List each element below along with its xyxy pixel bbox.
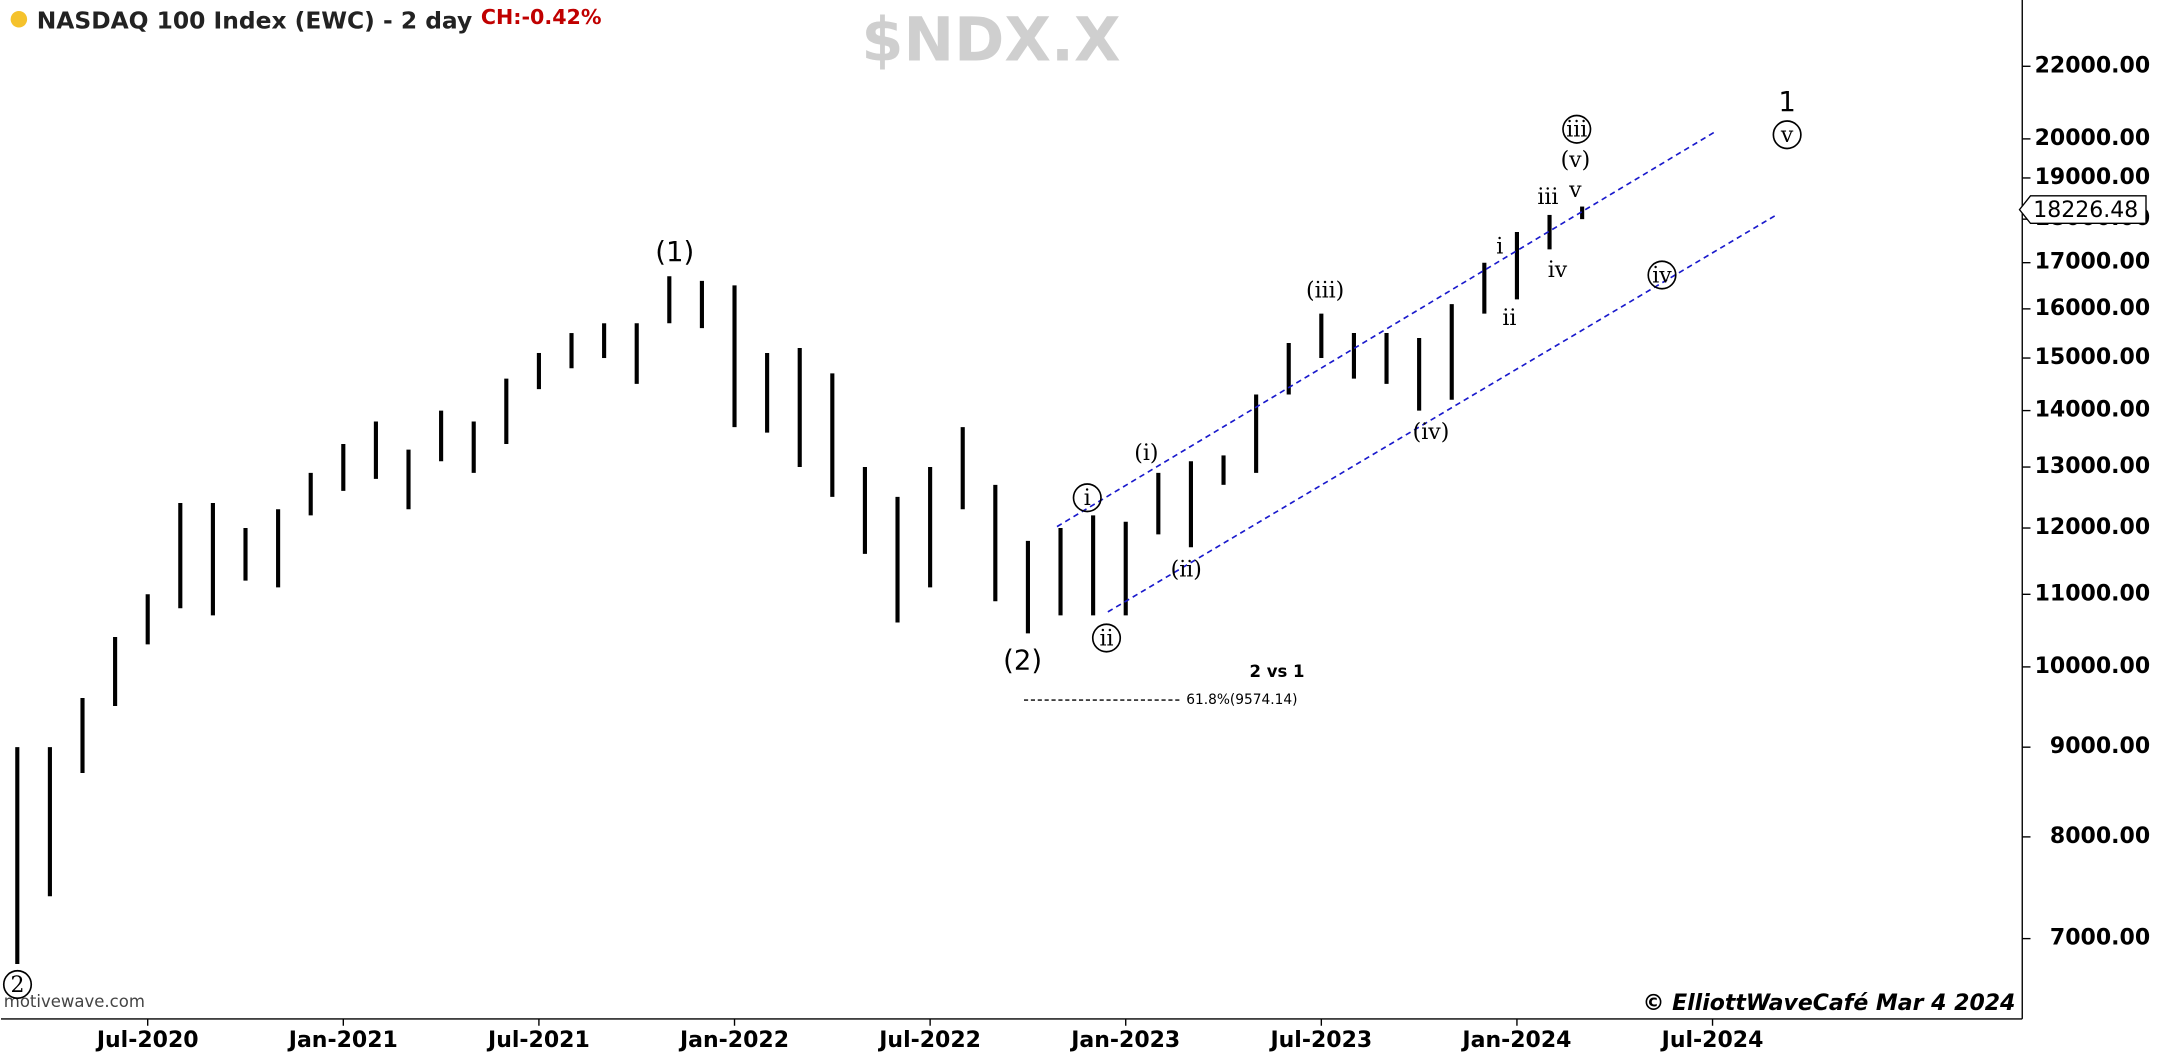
y-tick-label: 10000.00 bbox=[2035, 654, 2151, 679]
y-tick-label: 17000.00 bbox=[2035, 250, 2151, 275]
y-tick-label: 20000.00 bbox=[2035, 126, 2151, 151]
wave-label: ii bbox=[1099, 626, 1113, 651]
wave-label: (v) bbox=[1561, 148, 1591, 173]
y-tick-label: 12000.00 bbox=[2035, 515, 2151, 540]
x-tick-label: Jan-2021 bbox=[287, 1028, 398, 1053]
y-tick-label: 7000.00 bbox=[2050, 926, 2150, 951]
x-tick-label: Jul-2022 bbox=[877, 1028, 981, 1053]
last-price-box bbox=[2018, 195, 2147, 225]
wave-label: (iii) bbox=[1306, 279, 1344, 304]
wave-circle bbox=[1772, 120, 1802, 150]
wave-label: (i) bbox=[1134, 441, 1158, 466]
y-tick-label: 9000.00 bbox=[2050, 734, 2150, 759]
x-tick-label: Jan-2024 bbox=[1460, 1028, 1571, 1053]
x-tick-label: Jan-2023 bbox=[1069, 1028, 1180, 1053]
y-tick-label: 22000.00 bbox=[2035, 53, 2151, 78]
wave-circle bbox=[1562, 114, 1592, 144]
wave-label: ii bbox=[1502, 306, 1516, 331]
x-tick-label: Jul-2021 bbox=[486, 1028, 590, 1053]
x-tick-label: Jul-2020 bbox=[95, 1028, 199, 1053]
wave-label: iv bbox=[1548, 258, 1568, 283]
wave-circle bbox=[2, 969, 33, 1000]
credit-label: © ElliottWaveCafé Mar 4 2024 bbox=[1642, 991, 2015, 1016]
wave-label: iii bbox=[1537, 185, 1558, 210]
channel-line bbox=[1107, 215, 1776, 613]
wave-label: i bbox=[1496, 235, 1503, 260]
wave-label: (2) bbox=[1003, 644, 1042, 676]
wave-label: (ii) bbox=[1171, 558, 1202, 583]
wave-circle bbox=[1072, 483, 1102, 513]
change-label: CH:-0.42% bbox=[481, 5, 602, 29]
status-dot bbox=[10, 11, 28, 28]
fib-label: 61.8%(9574.14) bbox=[1186, 692, 1297, 708]
wave-circle bbox=[1647, 260, 1677, 290]
y-tick-label: 13000.00 bbox=[2035, 454, 2151, 479]
x-tick-label: Jul-2024 bbox=[1660, 1028, 1764, 1053]
y-tick-label: 8000.00 bbox=[2050, 824, 2150, 849]
y-tick-label: 16000.00 bbox=[2035, 296, 2151, 321]
wave-label: iv bbox=[1652, 263, 1672, 288]
wave-label: i bbox=[1084, 486, 1091, 511]
x-tick-label: Jan-2022 bbox=[678, 1028, 789, 1053]
x-tick-label: Jul-2023 bbox=[1268, 1028, 1372, 1053]
symbol-watermark: $NDX.X bbox=[861, 6, 1120, 76]
wave-label: iii bbox=[1566, 118, 1587, 143]
wave-label: v bbox=[1780, 123, 1794, 148]
y-tick-label: 11000.00 bbox=[2035, 581, 2151, 606]
last-price-label: 18226.48 bbox=[2033, 198, 2138, 223]
wave-label: 1 bbox=[1778, 86, 1796, 118]
y-tick-label: 19000.00 bbox=[2035, 165, 2151, 190]
wave-label: v bbox=[1568, 178, 1582, 203]
wave-label: 2 bbox=[11, 973, 25, 998]
y-tick-label: 14000.00 bbox=[2035, 398, 2151, 423]
wave-circle bbox=[1091, 623, 1122, 653]
y-tick-label: 15000.00 bbox=[2035, 345, 2151, 370]
source-label: motivewave.com bbox=[4, 992, 145, 1011]
chart-title: NASDAQ 100 Index (EWC) - 2 day bbox=[37, 7, 472, 35]
fib-title: 2 vs 1 bbox=[1249, 662, 1304, 681]
wave-label: (1) bbox=[655, 236, 694, 268]
channel-line bbox=[1056, 129, 1718, 528]
wave-label: (iv) bbox=[1413, 420, 1450, 445]
